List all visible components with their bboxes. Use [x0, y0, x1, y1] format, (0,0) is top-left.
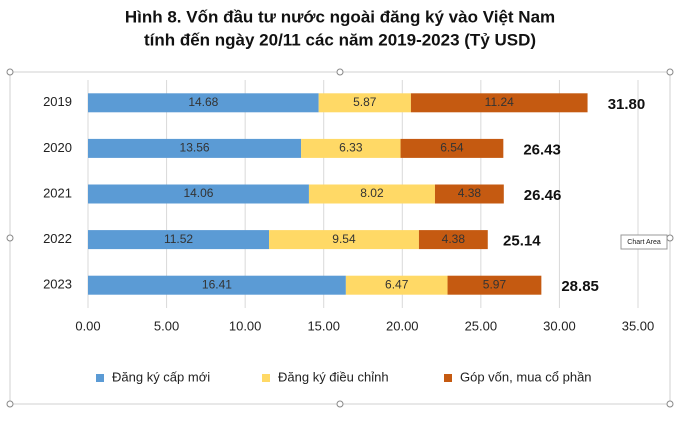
data-label: 11.52	[164, 232, 193, 246]
data-label: 16.41	[202, 277, 232, 291]
data-label: 6.54	[440, 141, 464, 155]
chart-title: Hình 8. Vốn đầu tư nước ngoài đăng ký và…	[125, 7, 555, 26]
bar-segment	[318, 93, 411, 113]
data-label: 11.24	[485, 95, 514, 109]
handle	[666, 400, 674, 408]
data-label: 5.97	[483, 277, 507, 291]
bar-segment	[410, 93, 588, 113]
data-label: 13.56	[180, 141, 210, 155]
x-tick-label: 10.00	[229, 318, 262, 333]
data-label: 5.87	[353, 95, 377, 109]
data-label: 6.47	[385, 277, 409, 291]
bar-segment	[88, 93, 319, 113]
total-label: 25.14	[503, 233, 541, 250]
data-label: 4.38	[458, 186, 482, 200]
bar-segment	[88, 230, 270, 250]
x-tick-label: 20.00	[386, 318, 419, 333]
x-tick-label: 0.00	[75, 318, 100, 333]
legend-label: Đăng ký cấp mới	[112, 369, 210, 384]
legend-label: Đăng ký điều chỉnh	[278, 369, 389, 384]
tooltip-box	[620, 234, 668, 250]
y-tick-label: 2020	[43, 140, 72, 155]
handle	[6, 234, 14, 242]
bar-segment	[88, 184, 309, 204]
bar-segment	[447, 275, 542, 295]
x-tick-label: 30.00	[543, 318, 576, 333]
x-tick-label: 5.00	[154, 318, 179, 333]
bar-segment	[434, 184, 504, 204]
chart-subtitle: tính đến ngày 20/11 các năm 2019-2023 (T…	[144, 30, 536, 49]
total-label: 26.43	[523, 141, 561, 158]
data-label: 4.38	[442, 232, 466, 246]
bar-segment	[88, 138, 302, 158]
plot: 0.00 5.00 10.00 15.00 20.00 25.00 30.00 35.00 20…	[43, 80, 654, 384]
data-label: 14.06	[183, 186, 213, 200]
handle	[6, 68, 14, 76]
bar-segment	[301, 138, 401, 158]
data-label: 9.54	[332, 232, 356, 246]
bar-segment	[308, 184, 435, 204]
tooltip: Chart Area	[627, 239, 661, 246]
bar-segment	[345, 275, 448, 295]
y-tick-label: 2019	[43, 94, 72, 109]
data-label: 14.68	[188, 95, 218, 109]
y-tick-label: 2023	[43, 277, 72, 292]
x-tick-label: 15.00	[307, 318, 340, 333]
legend-label: Góp vốn, mua cổ phần	[460, 369, 592, 384]
total-label: 31.80	[608, 96, 646, 113]
legend-swatch	[96, 374, 104, 382]
handle	[336, 400, 344, 408]
bar-segment	[269, 230, 419, 250]
x-tick-label: 25.00	[465, 318, 498, 333]
total-label: 28.85	[561, 278, 599, 295]
handle	[6, 400, 14, 408]
bar-segment	[418, 230, 488, 250]
y-tick-label: 2021	[43, 185, 72, 200]
handle	[666, 234, 674, 242]
handle	[666, 68, 674, 76]
legend-swatch	[444, 374, 452, 382]
bar-segment	[400, 138, 504, 158]
x-tick-label: 35.00	[622, 318, 655, 333]
handle	[336, 68, 344, 76]
data-label: 8.02	[360, 186, 384, 200]
total-label: 26.46	[524, 187, 562, 204]
bar-segment	[88, 275, 346, 295]
legend-swatch	[262, 374, 270, 382]
y-tick-label: 2022	[43, 231, 72, 246]
data-label: 6.33	[339, 141, 363, 155]
